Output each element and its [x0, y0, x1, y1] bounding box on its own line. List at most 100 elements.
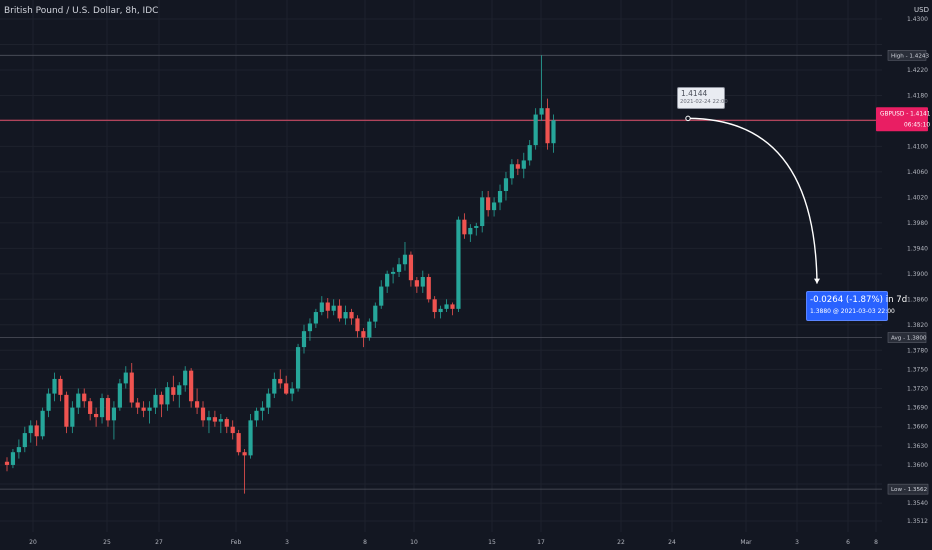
candle-up — [379, 286, 384, 306]
candle-up — [527, 145, 532, 161]
y-tick-label: 1.3820 — [907, 322, 928, 329]
axis-currency-label: USD — [914, 6, 929, 14]
marker-label-high: High - 1.4243 — [891, 53, 929, 59]
candle-up — [76, 393, 81, 408]
x-tick-label: 17 — [537, 539, 545, 546]
candle-up — [70, 407, 75, 427]
candle-down — [141, 407, 146, 411]
x-tick-label: Mar — [740, 539, 752, 546]
candle-up — [40, 410, 45, 437]
candle-up — [402, 254, 408, 265]
candle-down — [94, 413, 99, 418]
candle-down — [88, 401, 93, 414]
candle-up — [218, 419, 223, 422]
projection-target: 1.3880 @ 2021-03-03 22:00 — [810, 308, 895, 315]
candle-down — [242, 452, 247, 456]
candle-up — [266, 393, 271, 408]
candle-up — [373, 305, 378, 322]
candle-down — [349, 312, 354, 319]
candle-down — [159, 394, 164, 405]
candle-up — [206, 417, 212, 421]
candle-up — [301, 331, 307, 348]
current-price-tag — [876, 107, 928, 132]
candle-up — [497, 191, 503, 203]
candle-down — [325, 302, 330, 311]
marker-label-box — [887, 332, 927, 343]
candle-up — [28, 425, 33, 434]
candle-up — [52, 378, 57, 394]
y-tick-label: 1.3630 — [907, 443, 928, 450]
candle-down — [129, 372, 134, 403]
projection-arrowhead — [814, 278, 820, 284]
y-tick-label: 1.4060 — [907, 169, 928, 176]
projection-arrow-line — [687, 117, 818, 284]
candle-up — [438, 308, 443, 313]
candle-down — [224, 419, 229, 427]
candle-down — [337, 305, 342, 319]
projection-result-box: -0.0264 (-1.87%) in 7d 1.3880 @ 2021-03-… — [806, 291, 907, 321]
candle-down — [135, 402, 140, 408]
candle-up — [295, 347, 301, 389]
y-tick-label: 1.3780 — [907, 347, 928, 354]
y-tick-label: 1.3900 — [907, 271, 928, 278]
y-tick-label: 1.4020 — [907, 194, 928, 201]
candle-down — [64, 394, 69, 427]
y-tick-label: 1.3860 — [907, 296, 928, 303]
candle-up — [248, 420, 253, 456]
candle-up — [117, 383, 122, 408]
candle-up — [444, 304, 449, 309]
candle-up — [551, 120, 556, 144]
x-tick-label: 10 — [410, 539, 418, 546]
candle-up — [153, 394, 158, 408]
candle-up — [533, 114, 538, 146]
candle-up — [509, 164, 514, 179]
candle-up — [456, 219, 461, 309]
candle-up — [420, 277, 425, 287]
callout-value: 1.4144 — [681, 89, 708, 98]
candle-up — [111, 407, 117, 421]
marker-label-low: Low - 1.3562 — [891, 487, 927, 493]
candle-up — [313, 312, 318, 324]
candle-up — [177, 385, 182, 395]
x-tick-label: 27 — [155, 539, 163, 546]
candle-up — [539, 108, 544, 115]
candle-up — [123, 372, 128, 384]
candle-up — [260, 407, 265, 411]
candle-down — [462, 219, 467, 235]
candle-up — [254, 410, 259, 421]
chart-title: British Pound / U.S. Dollar, 8h, IDC — [4, 6, 159, 16]
candle-up — [331, 305, 336, 311]
y-tick-label: 1.4100 — [907, 143, 928, 150]
x-tick-label: 8 — [874, 539, 878, 546]
candle-down — [408, 254, 414, 281]
y-tick-label: 1.4300 — [907, 16, 928, 23]
candle-up — [165, 387, 170, 405]
candle-down — [515, 164, 520, 169]
candle-down — [355, 318, 360, 332]
candle-up — [474, 226, 479, 228]
candle-up — [503, 178, 509, 192]
candle-down — [432, 299, 437, 313]
candle-down — [236, 433, 241, 453]
candle-up — [290, 388, 295, 394]
candle-up — [99, 398, 105, 418]
x-tick-label: 20 — [29, 539, 37, 546]
candle-down — [82, 393, 87, 402]
candle-down — [4, 461, 10, 465]
x-tick-label: 6 — [846, 539, 850, 546]
candle-down — [105, 398, 111, 421]
y-tick-label: 1.3750 — [907, 366, 928, 373]
candle-up — [468, 227, 473, 235]
y-tick-label: 1.4220 — [907, 67, 928, 74]
x-tick-label: 8 — [363, 539, 367, 546]
current-price-label: GBPUSD - 1.4141 — [880, 111, 931, 117]
candle-up — [307, 323, 313, 332]
candle-down — [450, 304, 455, 309]
candle-up — [272, 378, 277, 394]
x-tick-label: 3 — [795, 539, 799, 546]
candle-up — [319, 302, 324, 313]
candle-up — [147, 407, 152, 411]
candle-down — [284, 383, 289, 394]
